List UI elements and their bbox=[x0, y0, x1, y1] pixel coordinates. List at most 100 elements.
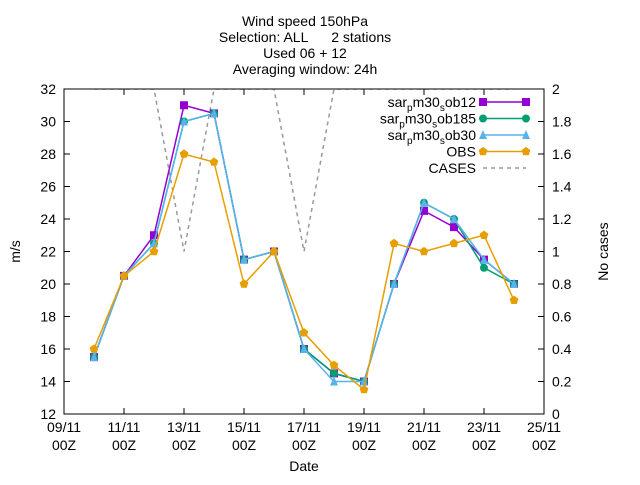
data-point bbox=[450, 214, 458, 223]
y2-axis-label: No cases bbox=[595, 222, 611, 280]
data-point bbox=[420, 206, 428, 215]
x-tick-label: 15/11 bbox=[227, 419, 261, 435]
x-tick-sublabel: 00Z bbox=[352, 437, 377, 453]
x-tick-sublabel: 00Z bbox=[472, 437, 497, 453]
x-tick-sublabel: 00Z bbox=[532, 437, 557, 453]
legend-marker bbox=[479, 114, 487, 123]
legend-item: sarpm30sob185 bbox=[380, 111, 530, 131]
legend-item: OBS bbox=[446, 144, 531, 160]
plot-frame bbox=[63, 88, 545, 415]
y2-tick-label: 1.8 bbox=[552, 114, 572, 130]
legend-marker bbox=[522, 130, 530, 139]
data-point bbox=[90, 352, 98, 362]
title-line: Wind speed 150hPa bbox=[242, 13, 368, 29]
x-tick-sublabel: 00Z bbox=[52, 437, 77, 453]
legend-marker bbox=[479, 98, 487, 106]
legend-item: sarpm30sob30 bbox=[388, 127, 530, 147]
legend-item: sarpm30sob12 bbox=[388, 94, 530, 114]
cases-line bbox=[94, 89, 514, 252]
y-tick-label: 20 bbox=[40, 276, 56, 292]
x-tick-sublabel: 00Z bbox=[292, 437, 317, 453]
data-point bbox=[359, 385, 369, 394]
legend-marker bbox=[479, 130, 487, 139]
data-point bbox=[389, 238, 399, 248]
data-point bbox=[510, 279, 518, 288]
y2-tick-label: 0.6 bbox=[552, 309, 572, 325]
title-line: Used 06 + 12 bbox=[263, 45, 347, 61]
x-tick-label: 17/11 bbox=[287, 419, 321, 435]
data-point bbox=[419, 246, 429, 256]
x-tick-sublabel: 00Z bbox=[112, 437, 137, 453]
legend-item: CASES bbox=[429, 160, 526, 176]
y-tick-label: 22 bbox=[40, 244, 56, 260]
y-tick-label: 16 bbox=[40, 341, 56, 357]
y-tick-label: 26 bbox=[40, 179, 56, 195]
data-point bbox=[210, 108, 218, 118]
axes: 12 14 16 18 20 22 24 26 28 30 32 0 0.2 0.4 0.6 0.8 1 1.2 1… bbox=[7, 81, 611, 474]
x-tick-label: 23/11 bbox=[467, 419, 501, 435]
y-tick-label: 12 bbox=[40, 406, 56, 422]
x-tick-label: 21/11 bbox=[407, 419, 441, 435]
data-point bbox=[329, 360, 339, 369]
x-tick-label: 13/11 bbox=[167, 419, 201, 435]
data-point bbox=[299, 328, 309, 337]
data-point bbox=[420, 197, 428, 207]
y2-tick-label: 0 bbox=[552, 406, 560, 422]
data-point bbox=[150, 231, 158, 240]
y-tick-label: 18 bbox=[40, 309, 56, 325]
data-point bbox=[209, 157, 219, 166]
data-point bbox=[390, 279, 398, 288]
data-point bbox=[180, 101, 188, 110]
legend-marker bbox=[522, 98, 530, 106]
legend-label: sarpm30sob30 bbox=[388, 127, 477, 147]
data-point bbox=[330, 376, 338, 386]
x-axis-label: Date bbox=[289, 458, 319, 474]
legend-marker bbox=[522, 114, 530, 123]
x-tick-label: 25/11 bbox=[527, 419, 561, 435]
data-point bbox=[330, 369, 338, 378]
title-line: Selection: ALL 2 stations bbox=[219, 29, 391, 45]
y2-tick-label: 2 bbox=[552, 81, 560, 97]
y2-tick-label: 0.8 bbox=[552, 276, 572, 292]
y2-tick-label: 1 bbox=[552, 244, 560, 260]
legend-marker bbox=[521, 146, 531, 156]
x-tick-sublabel: 00Z bbox=[232, 437, 257, 453]
legend-label: sarpm30sob12 bbox=[388, 94, 477, 114]
series-line bbox=[93, 153, 515, 391]
y2-tick-label: 1.2 bbox=[552, 211, 572, 227]
data-point bbox=[449, 238, 459, 248]
legend-label: sarpm30sob185 bbox=[380, 111, 476, 131]
x-tick-sublabel: 00Z bbox=[172, 437, 197, 453]
series-layer bbox=[89, 89, 519, 394]
y-tick-label: 30 bbox=[40, 114, 56, 130]
y-tick-label: 32 bbox=[40, 81, 56, 97]
y-axis-label: m/s bbox=[7, 240, 23, 263]
legend-marker bbox=[478, 146, 488, 156]
legend-label: OBS bbox=[446, 144, 476, 160]
data-point bbox=[239, 279, 249, 288]
data-point bbox=[450, 223, 458, 232]
data-point bbox=[149, 246, 159, 256]
y-tick-label: 14 bbox=[40, 374, 56, 390]
y2-tick-label: 0.4 bbox=[552, 341, 572, 357]
series-obs bbox=[89, 149, 519, 394]
data-point bbox=[180, 116, 188, 126]
x-tick-label: 19/11 bbox=[347, 419, 381, 435]
series-cases bbox=[94, 89, 514, 252]
x-tick-label: 11/11 bbox=[108, 419, 141, 435]
x-tick-sublabel: 00Z bbox=[412, 437, 437, 453]
data-point bbox=[269, 246, 279, 256]
data-point bbox=[480, 263, 488, 272]
data-point bbox=[240, 254, 248, 264]
x-tick-label: 09/11 bbox=[47, 419, 81, 435]
data-point bbox=[300, 344, 308, 353]
data-point bbox=[179, 149, 189, 158]
data-point bbox=[480, 254, 488, 264]
y2-tick-label: 0.2 bbox=[552, 374, 572, 390]
data-point bbox=[479, 230, 489, 239]
y-tick-label: 28 bbox=[40, 146, 56, 162]
data-point bbox=[89, 344, 99, 353]
y2-tick-label: 1.6 bbox=[552, 146, 572, 162]
